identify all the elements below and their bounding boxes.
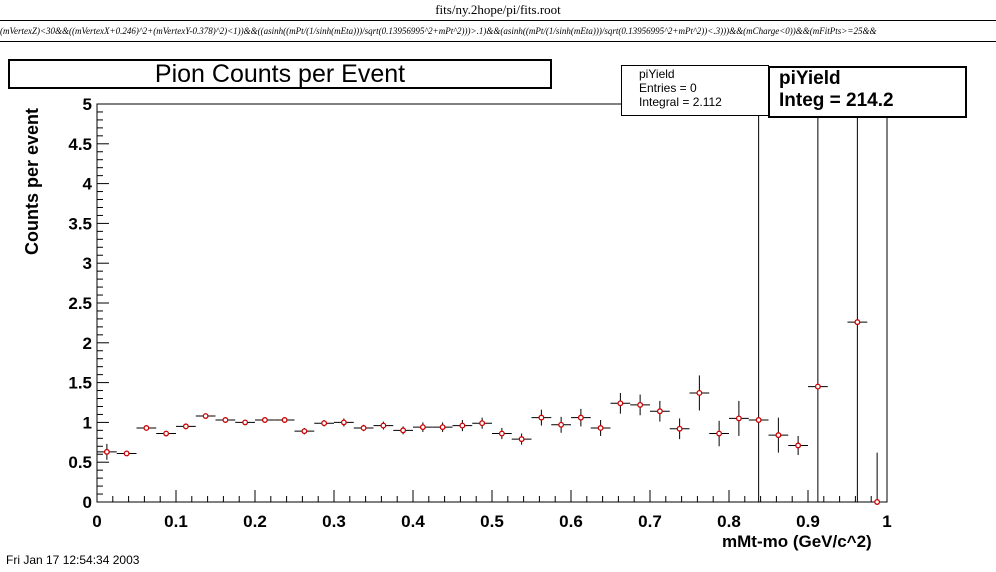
chart-title: Pion Counts per Event (8, 59, 552, 89)
stats-name: piYield (639, 67, 675, 81)
data-point (696, 389, 703, 396)
data-point (775, 432, 782, 439)
data-point (558, 421, 565, 428)
y-axis-label: Counts per event (22, 107, 42, 255)
data-point (854, 319, 861, 326)
data-point (301, 428, 308, 435)
x-axis-label: mMt-mo (GeV/c^2) (722, 532, 872, 551)
data-point (222, 417, 229, 423)
data-point (617, 400, 624, 407)
data-point (182, 423, 189, 430)
cut-expression: (mVertexZ)<30&&((mVertexX+0.246)^2+(mVer… (0, 21, 996, 42)
data-point (676, 425, 683, 432)
data-point (498, 430, 505, 437)
data-point (242, 419, 249, 426)
data-point (656, 408, 663, 415)
y-tick-label: 1.5 (68, 374, 92, 393)
plot-frame (96, 103, 888, 503)
file-path-title: fits/ny.2hope/pi/fits.root (0, 0, 996, 21)
timestamp: Fri Jan 17 12:54:34 2003 (6, 553, 140, 567)
data-point (735, 415, 742, 422)
y-tick-label: 3 (83, 254, 92, 273)
data-point (479, 420, 486, 427)
data-point (814, 383, 821, 390)
data-point (538, 414, 545, 421)
stats-integral: Integral = 2.112 (639, 95, 722, 109)
y-tick-label: 4.5 (68, 135, 92, 154)
data-point (380, 422, 387, 429)
x-tick-label: 0.4 (401, 512, 425, 531)
x-tick-label: 0.7 (638, 512, 662, 531)
y-tick-label: 0.5 (68, 453, 92, 472)
x-tick-label: 0.8 (717, 512, 741, 531)
y-tick-label: 3.5 (68, 214, 92, 233)
data-point (400, 427, 407, 434)
data-point (518, 436, 525, 443)
data-point (716, 430, 723, 437)
data-point (439, 424, 446, 431)
data-point (795, 442, 802, 449)
data-point (597, 425, 604, 431)
data-point (143, 425, 150, 431)
x-tick-label: 0.5 (480, 512, 504, 531)
y-tick-label: 1 (83, 413, 92, 432)
x-tick-label: 0.9 (796, 512, 820, 531)
data-point (123, 450, 130, 457)
data-point (261, 417, 268, 423)
x-tick-label: 0.6 (559, 512, 583, 531)
y-tick-label: 5 (83, 95, 92, 114)
data-point (419, 424, 426, 431)
data-point (874, 499, 881, 505)
data-point (163, 430, 170, 437)
data-point (340, 419, 347, 426)
data-point (103, 448, 110, 455)
y-tick-label: 4 (83, 175, 93, 194)
x-tick-label: 0.1 (164, 512, 188, 531)
data-point (577, 414, 584, 421)
y-tick-label: 2 (83, 334, 92, 353)
stats-box: piYield Entries = 0 Integral = 2.112 (621, 65, 769, 116)
data-point (755, 417, 762, 423)
x-tick-label: 1 (882, 512, 891, 531)
y-tick-label: 0 (83, 493, 92, 512)
stats-entries: Entries = 0 (639, 81, 697, 95)
x-tick-label: 0.3 (322, 512, 346, 531)
x-tick-label: 0 (92, 512, 101, 531)
data-point (202, 413, 209, 419)
data-point (321, 420, 328, 427)
yield-name: piYield (779, 68, 841, 89)
data-point (360, 425, 367, 431)
data-point (459, 422, 466, 429)
data-point (637, 401, 644, 408)
data-point (281, 417, 288, 423)
y-tick-label: 2.5 (68, 294, 92, 313)
yield-box: piYield Integ = 214.2 (768, 66, 967, 118)
x-tick-label: 0.2 (243, 512, 267, 531)
yield-integ: Integ = 214.2 (779, 90, 894, 111)
